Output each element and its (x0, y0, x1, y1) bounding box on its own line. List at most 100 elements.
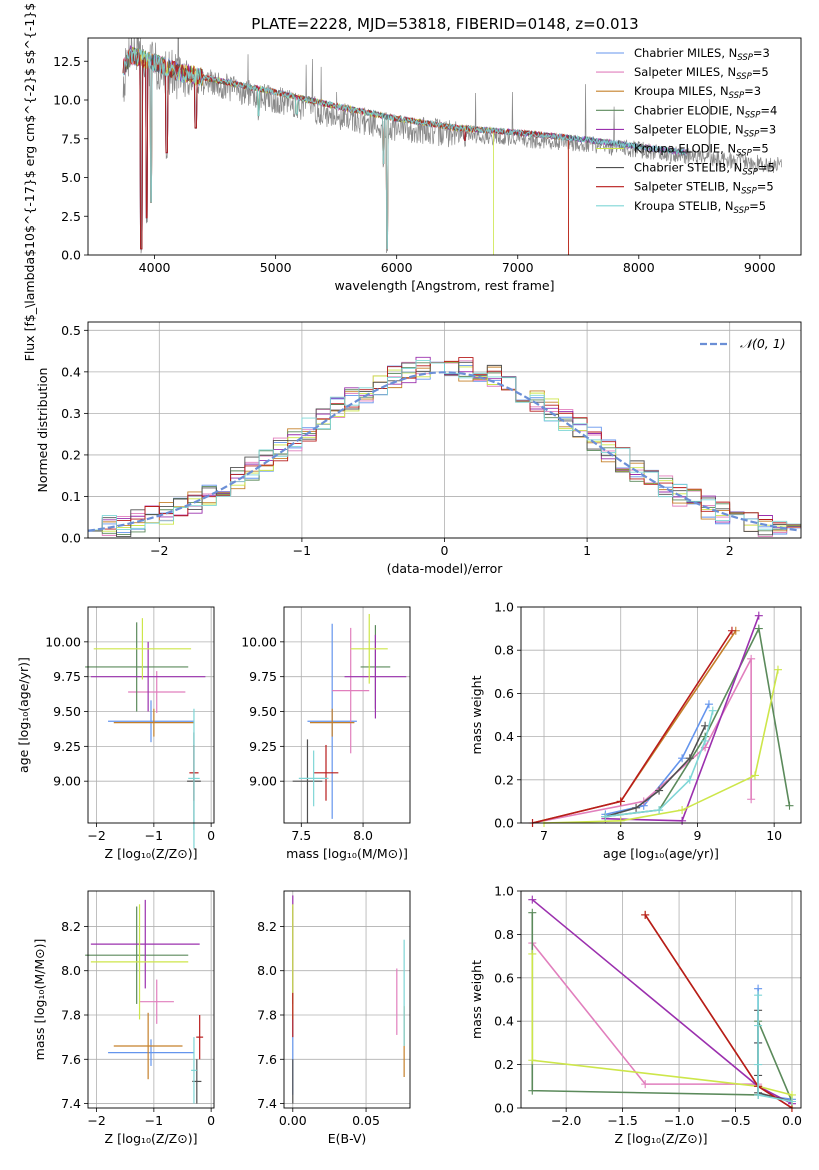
mass-weight-marker (616, 816, 625, 825)
spectrum-plot: 4000 5000 6000 7000 8000 9000 0.0 2.5 5.0 7.5 10.0… (22, 0, 802, 361)
x-tick-label: 8 (617, 828, 625, 843)
plot-area (292, 613, 407, 823)
x-tick-label: 0.00 (279, 1113, 307, 1128)
plot-area (292, 895, 405, 1104)
error-bar (90, 641, 206, 712)
x-tick-label: 7000 (502, 260, 534, 275)
legend-entry-text: Salpeter MILES, N (634, 65, 736, 79)
legend-entry-count: =3 (753, 46, 770, 60)
mass-weight-marker (754, 1090, 763, 1099)
x-tick-label: 9 (693, 828, 701, 843)
axes-frame (520, 606, 802, 824)
figure-title: PLATE=2228, MJD=53818, FIBERID=0148, z=0… (251, 15, 638, 33)
y-tick-label: 7.6 (257, 1052, 277, 1067)
age-vs-metallicity-plot: −2 −1 0 9.00 9.25 9.50 9.75 10.00 Z [log₁₀(Z/Z⊙)… (16, 606, 215, 861)
x-tick-label: 0.05 (352, 1113, 380, 1128)
y-tick-label: 7.4 (61, 1096, 81, 1111)
error-bar (313, 744, 339, 801)
residual-histogram-step (88, 359, 801, 531)
error-bar (350, 613, 388, 684)
mass-weight-marker (754, 1021, 763, 1030)
y-tick-label: 9.00 (249, 774, 277, 789)
legend-entry: Kroupa STELIB, NSSP=5 (634, 199, 766, 216)
legend-entry: Salpeter MILES, NSSP=5 (634, 65, 769, 82)
x-tick-label: 0 (441, 543, 449, 558)
y-tick-label: 0.8 (494, 927, 514, 942)
x-tick-label: 0 (207, 1113, 215, 1128)
mass-weight-marker (528, 908, 537, 917)
normal-distribution-curve (87, 371, 799, 532)
x-tick-label: 2 (726, 543, 734, 558)
y-tick-label: 0.1 (61, 489, 81, 504)
mass-weight-marker (601, 812, 610, 821)
error-bar (90, 899, 200, 989)
axes-frame (87, 606, 215, 824)
mass-weight-marker (785, 801, 794, 810)
legend-entry-text: Chabrier MILES, N (634, 46, 737, 60)
mass-weight-marker (616, 797, 625, 806)
plot-area (122, 38, 782, 255)
x-tick-label: 5000 (260, 260, 292, 275)
mass-weight-marker (773, 665, 782, 674)
x-tick-label: 7 (540, 828, 548, 843)
legend-entry-count: =4 (760, 103, 777, 117)
mass-weight-marker (655, 786, 664, 795)
legend-entry-text: Kroupa STELIB, N (634, 199, 734, 213)
mass-weight-marker (754, 611, 763, 620)
y-tick-label: 8.2 (257, 919, 277, 934)
y-axis-label: mass weight (469, 675, 484, 754)
mass-weight-marker (678, 754, 687, 763)
x-tick-label: 8.0 (353, 828, 373, 843)
error-bar (309, 708, 355, 737)
y-tick-label: 7.6 (61, 1052, 81, 1067)
legend-entry-count: =5 (752, 142, 769, 156)
legend-entry: Chabrier MILES, NSSP=3 (634, 46, 770, 63)
mass-weight-marker (701, 736, 710, 745)
legend-entry: 𝒩(0, 1) (740, 336, 786, 351)
mass-weight-marker (678, 816, 687, 825)
y-tick-label: 8.0 (61, 963, 81, 978)
y-axis-label: mass weight (469, 960, 484, 1039)
legend-entry-text: Salpeter ELODIE, N (634, 122, 744, 136)
legend-entry-subscript: SSP (742, 168, 758, 178)
y-tick-label: 10.0 (53, 93, 81, 108)
legend-entry: Chabrier ELODIE, NSSP=4 (634, 103, 777, 120)
y-tick-label: 7.4 (257, 1096, 277, 1111)
legend-entry-text: Chabrier STELIB, N (634, 161, 742, 175)
mass-weight-marker (754, 1060, 763, 1069)
legend-entry-subscript: SSP (737, 53, 753, 63)
legend-entry: Chabrier STELIB, NSSP=5 (634, 161, 775, 178)
mass-weight-marker (655, 806, 664, 815)
y-tick-label: 0.4 (494, 1014, 514, 1029)
mass-weight-marker (747, 654, 756, 663)
x-tick-label: 1 (583, 543, 591, 558)
mass-weight-marker (701, 721, 710, 730)
legend-entry-subscript: SSP (736, 72, 752, 82)
y-tick-label: 0.4 (61, 364, 81, 379)
mass-weight-line (605, 703, 710, 816)
axes-frame (87, 890, 215, 1109)
age-vs-mass-plot: 7.5 8.0 9.00 9.25 9.50 9.75 10.00 mass [log₁₀(M… (241, 606, 411, 861)
x-tick-label: −2 (150, 543, 168, 558)
x-axis-label: mass [log₁₀(M/M⊙)] (286, 846, 408, 861)
error-bar (108, 1039, 194, 1066)
legend-entry-text: Kroupa MILES, N (634, 84, 729, 98)
x-tick-label: 7.5 (291, 828, 311, 843)
plot-area (85, 899, 204, 1104)
x-tick-label: 0.0 (782, 1113, 802, 1128)
y-tick-label: 2.5 (61, 209, 81, 224)
y-axis-label: mass [log₁₀(M/M⊙)] (32, 939, 47, 1061)
mass-weight-marker (528, 1086, 537, 1095)
y-tick-label: 7.8 (61, 1008, 81, 1023)
x-axis-label: age [log₁₀(age/yr)] (603, 846, 719, 861)
y-tick-label: 0.3 (61, 406, 81, 421)
weight-vs-metallicity-plot: −2.0 −1.5 −1.0 −0.5 0.0 0.0 0.2 0.4 0.6 0.8 1.0 Z [… (469, 884, 802, 1147)
legend-entry-subscript: SSP (736, 149, 752, 159)
axes-frame (283, 606, 411, 824)
axes-frame (87, 37, 802, 256)
legend-entry-count: =5 (749, 199, 766, 213)
error-bar (85, 622, 189, 712)
y-tick-label: 10.00 (45, 634, 81, 649)
